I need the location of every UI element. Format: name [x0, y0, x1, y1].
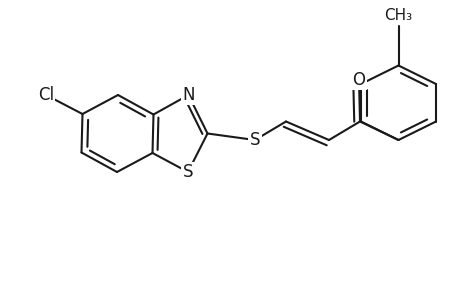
Text: O: O	[352, 71, 365, 89]
Text: CH₃: CH₃	[384, 8, 412, 23]
Text: N: N	[182, 86, 194, 104]
Text: S: S	[249, 131, 260, 149]
Text: S: S	[182, 163, 193, 181]
Text: Cl: Cl	[38, 86, 54, 104]
